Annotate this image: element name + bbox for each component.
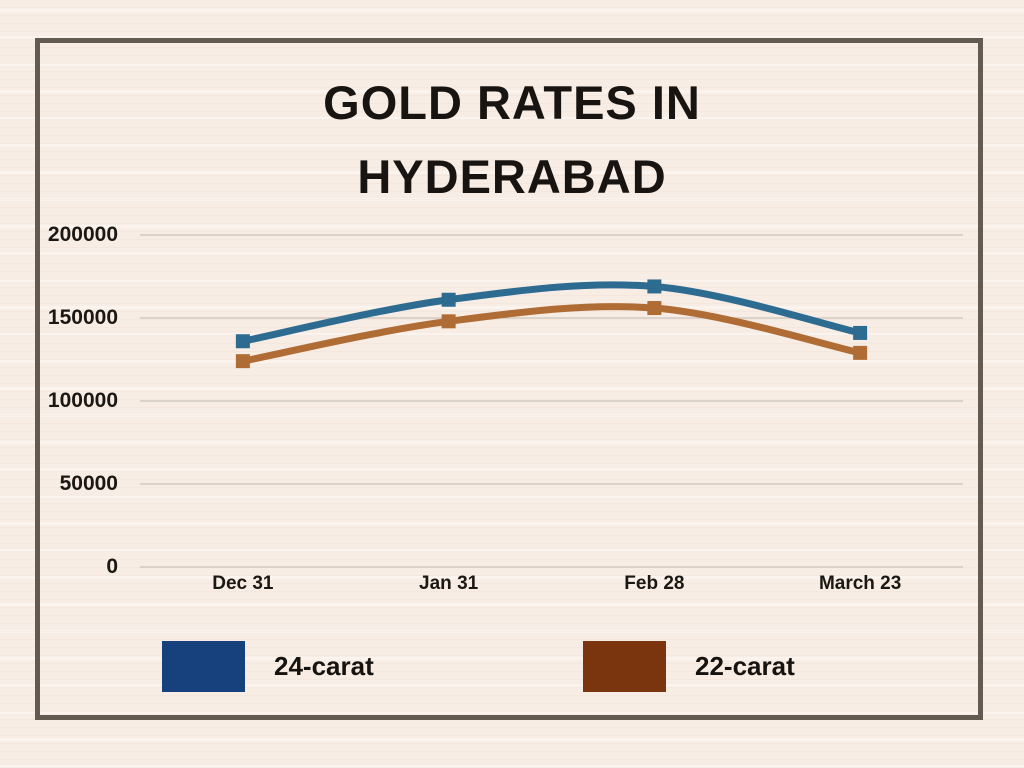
y-tick-label: 100000: [47, 389, 118, 412]
legend-label: 24-carat: [274, 650, 374, 681]
series-line-24-carat: [239, 281, 864, 345]
chart-title-line2: HYDERABAD: [357, 150, 667, 203]
chart-title-line1: GOLD RATES IN: [323, 76, 701, 129]
y-tick-label: 50000: [59, 472, 118, 495]
series-line-22-carat: [239, 303, 864, 365]
x-tick-label: Feb 28: [624, 573, 685, 594]
data-point-marker-22-carat: [647, 301, 662, 316]
x-tick-label: Dec 31: [212, 573, 274, 594]
data-point-marker-24-carat: [647, 279, 662, 294]
legend-item-22-carat: 22-carat: [583, 640, 795, 692]
x-tick-label: March 23: [818, 573, 902, 594]
data-point-marker-24-carat: [441, 292, 456, 307]
data-point-marker-22-carat: [441, 314, 456, 329]
legend-swatch-24-carat: [162, 640, 245, 692]
x-tick-label: Jan 31: [419, 573, 479, 594]
data-point-marker-22-carat: [235, 354, 250, 369]
y-tick-label: 200000: [47, 223, 118, 246]
data-point-marker-24-carat: [853, 325, 868, 340]
data-point-marker-22-carat: [853, 345, 868, 360]
legend-label: 22-carat: [695, 650, 795, 681]
y-tick-label: 150000: [47, 306, 118, 329]
legend-item-24-carat: 24-carat: [162, 640, 374, 692]
chart-frame: [35, 38, 983, 720]
legend-swatch-22-carat: [583, 640, 666, 692]
data-point-marker-24-carat: [235, 334, 250, 349]
y-tick-label: 0: [106, 555, 118, 578]
